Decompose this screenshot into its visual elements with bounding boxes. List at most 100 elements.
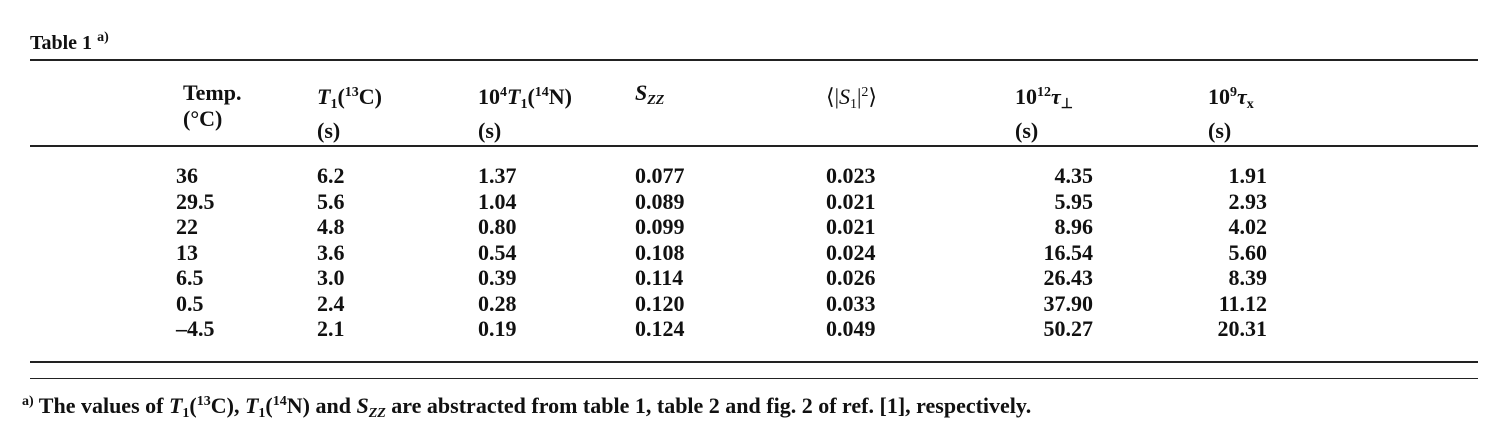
table-cell: 5.6 [317, 188, 345, 214]
footnote-text: are abstracted from table 1, table 2 and… [385, 393, 1032, 418]
header-cell: 1012τ⊥ (s) [1015, 80, 1073, 144]
bottom-rule [30, 361, 1478, 363]
table-cell: 0.80 [478, 214, 517, 239]
table-cell: 1.04 [478, 188, 517, 214]
table-cell: 0.049 [826, 316, 876, 341]
header-text: Temp. [183, 80, 242, 105]
table-cell: 6.5 [176, 265, 204, 290]
footnote-text: T [168, 393, 183, 418]
table-cell: 5.60 [1228, 239, 1268, 265]
table-cell: 0.54 [478, 239, 517, 265]
table-cell: 26.43 [1043, 265, 1094, 290]
footnote-text: N) and [286, 393, 357, 418]
header-unit: (s) [317, 118, 341, 143]
table-cell: 0.19 [478, 316, 517, 341]
header-text: ⟨| [826, 84, 839, 109]
table-cell: 29.5 [176, 188, 215, 214]
table-cell: 8.39 [1228, 265, 1268, 290]
table-cell: 0.099 [635, 214, 685, 239]
header-text: 2 [861, 85, 869, 100]
header-text: ZZ [647, 93, 665, 108]
header-text: T [507, 84, 521, 109]
footnote-text: ZZ [368, 406, 386, 421]
table-cell: 3.6 [317, 239, 345, 265]
table-cell: 4.02 [1228, 214, 1268, 239]
table-cell: 0.5 [176, 290, 204, 316]
header-text: | [857, 84, 862, 109]
table-cell: –4.5 [176, 316, 215, 341]
header-text: T [317, 84, 331, 109]
header-text: C) [358, 84, 382, 109]
table-cell: 37.90 [1043, 290, 1094, 316]
table-cell: 0.120 [635, 290, 685, 316]
header-text: 10 [1208, 84, 1230, 109]
table-cell: 2.4 [317, 290, 345, 316]
footnote-mark: a) [22, 394, 34, 409]
table-cell: 0.021 [826, 214, 876, 239]
header-text: 10 [478, 84, 500, 109]
table-cell: 0.108 [635, 239, 685, 265]
table-cell: 0.033 [826, 290, 876, 316]
header-text: 9 [1230, 85, 1237, 100]
table-cell: 5.95 [1054, 188, 1094, 214]
table-cell: 4.35 [1054, 163, 1094, 188]
footnote-text: ( [265, 393, 273, 418]
table-cell: 2.1 [317, 316, 345, 341]
header-cell: Temp. (°C) [183, 80, 241, 132]
table-cell: 0.114 [635, 265, 684, 290]
table-cell: 0.024 [826, 239, 876, 265]
header-cell: 104T1(14N) (s) [478, 80, 572, 144]
table-cell: 20.31 [1217, 316, 1268, 341]
header-text: S [839, 84, 850, 109]
footnote-text: 14 [272, 394, 287, 409]
footnote-rule [30, 378, 1478, 379]
header-text: ⟩ [868, 84, 877, 109]
table-cell: 0.089 [635, 188, 685, 214]
header-text: 1 [850, 97, 857, 112]
table-cell: 1.37 [478, 163, 517, 188]
header-text: 12 [1037, 85, 1051, 100]
table-cell: 8.96 [1054, 214, 1094, 239]
table-cell: 0.28 [478, 290, 517, 316]
table-cell: 0.077 [635, 163, 685, 188]
header-text: τ [1051, 84, 1061, 109]
footnote-text: The values of [38, 393, 169, 418]
header-cell: SZZ [635, 80, 664, 114]
footnote-text: 1 [258, 406, 266, 421]
table-cell: 6.2 [317, 163, 345, 188]
header-text: 14 [534, 85, 549, 100]
table-cell: 0.124 [635, 316, 685, 341]
header-text: 1 [520, 97, 528, 112]
header-text: ( [527, 84, 535, 109]
table-cell: 36 [176, 163, 198, 188]
footnote-text: C), [210, 393, 245, 418]
header-cell: T1(13C) (s) [317, 80, 382, 144]
header-text: S [635, 80, 648, 105]
header-text: 1 [330, 97, 338, 112]
footnote-text: S [356, 393, 369, 418]
table-cell: 50.27 [1043, 316, 1094, 341]
footnote-text: ( [189, 393, 197, 418]
table-cell: 4.8 [317, 214, 345, 239]
table-cell: 0.026 [826, 265, 876, 290]
table-cell: 1.91 [1228, 163, 1268, 188]
footnote-text: 1 [182, 406, 190, 421]
table-cell: 11.12 [1218, 290, 1267, 316]
header-text: 4 [500, 85, 507, 100]
footnote-text: T [244, 393, 259, 418]
header-text: 13 [344, 85, 359, 100]
footnote-text: 13 [196, 394, 211, 409]
caption-label: Table 1 [30, 32, 93, 54]
table-cell: 3.0 [317, 265, 345, 290]
header-text: N) [548, 84, 572, 109]
header-text: ⊥ [1060, 97, 1073, 112]
caption-mark: a) [97, 30, 109, 45]
table-cell: 13 [176, 239, 198, 265]
footnote: a) The values of T1(13C), T1(14N) and SZ… [22, 389, 1031, 427]
header-text: ( [337, 84, 345, 109]
table-cell: 0.023 [826, 163, 876, 188]
table-cell: 0.021 [826, 188, 876, 214]
header-text: τ [1237, 84, 1247, 109]
header-unit: (s) [1015, 118, 1039, 143]
